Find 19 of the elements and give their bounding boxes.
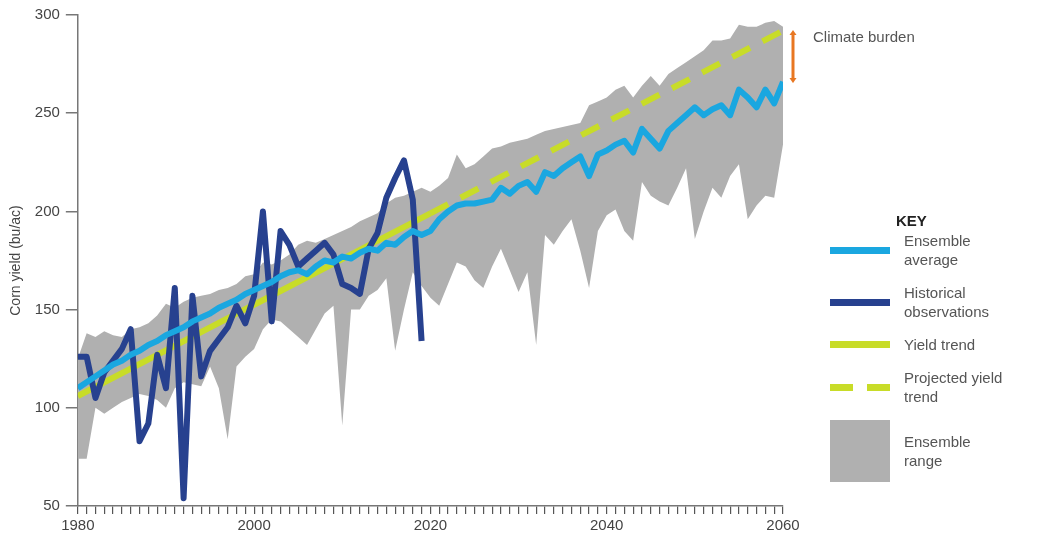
y-tick-label: 300 <box>34 5 60 23</box>
x-tick-label: 2020 <box>413 516 448 534</box>
x-tick-label: 2000 <box>237 516 271 534</box>
y-tick-label: 100 <box>34 397 60 415</box>
legend-title: KEY <box>896 212 928 229</box>
y-tick-label: 50 <box>43 496 60 514</box>
legend-label: Historical observations <box>904 283 991 321</box>
text: Ensemble range <box>904 432 972 470</box>
y-tick-label: 150 <box>34 299 60 317</box>
legend-label: Ensemble average <box>904 231 972 269</box>
y-tick-label: 200 <box>34 201 60 219</box>
legend-label: Yield trend <box>904 335 977 354</box>
text: Climate burden <box>813 28 915 46</box>
x-tick-label: 1980 <box>61 516 95 534</box>
legend-label: Projected yield trend <box>904 368 1004 406</box>
y-tick-label: 250 <box>34 103 60 121</box>
y-axis-title: Corn yield (bu/ac) <box>7 205 24 316</box>
x-tick-label: 2060 <box>766 516 800 534</box>
x-tick-label: 2040 <box>590 516 624 534</box>
